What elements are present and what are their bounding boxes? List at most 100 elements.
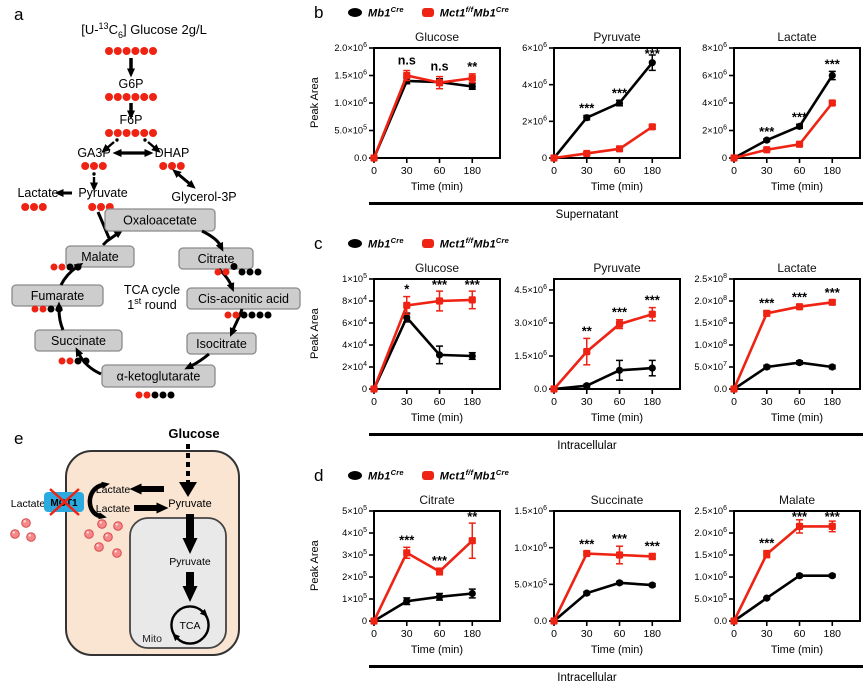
series-line-red — [732, 301, 833, 390]
x-tick-label: 0 — [731, 628, 737, 640]
y-tick-label: 0 — [542, 153, 547, 163]
carbon-dot — [167, 391, 175, 399]
significance-annotation: *** — [759, 124, 775, 139]
metabolite-label: Oxaloacetate — [123, 213, 197, 227]
plot-area — [373, 278, 501, 390]
y-tick-label: 2.0×106 — [694, 527, 727, 538]
plot-area — [733, 47, 861, 159]
x-tick-label: 30 — [401, 396, 413, 408]
carbon-dot — [232, 311, 240, 319]
carbon-dot — [264, 311, 272, 319]
metabolite-label: Fumarate — [31, 289, 85, 303]
lactate-molecule — [26, 532, 36, 542]
chart-pyruvate: Pyruvate 0.0 1.5×106 3.0×106 4.5×106 0 30 60 180… — [514, 261, 681, 424]
significance-annotation: *** — [645, 46, 661, 61]
data-marker-square — [435, 297, 444, 305]
x-tick-label: 30 — [581, 396, 593, 408]
lactate-molecule-highlight — [86, 531, 89, 534]
x-tick-label: 60 — [434, 396, 446, 408]
y-tick-label: 2×105 — [342, 571, 367, 582]
x-axis-label: Time (min) — [411, 181, 463, 193]
data-marker-circle — [763, 363, 771, 371]
data-marker-square — [648, 310, 656, 318]
significance-annotation: *** — [645, 539, 661, 554]
metabolite-label: DHAP — [155, 146, 190, 160]
carbon-dot — [151, 391, 159, 399]
legend-entry: Mct1f/fMb1Cre — [421, 236, 509, 250]
series-line-red — [732, 525, 833, 622]
carbon-dot — [140, 47, 149, 55]
data-marker-circle — [468, 352, 476, 360]
legend-label: Mb1Cre — [368, 235, 404, 251]
carbon-dot — [214, 268, 222, 276]
significance-annotation: *** — [612, 305, 628, 320]
metabolite-label: Pyruvate — [78, 186, 127, 200]
lactate-molecule — [113, 521, 123, 531]
legend-entry: Mct1f/fMb1Cre — [421, 5, 509, 19]
lactate-molecule — [97, 519, 107, 529]
carbon-dot — [248, 311, 256, 319]
x-tick-label: 0 — [731, 396, 737, 408]
carbon-dot — [168, 162, 176, 170]
legend: Mb1Cre Mct1f/fMb1Cre — [348, 5, 509, 19]
carbon-dot — [31, 305, 39, 313]
y-tick-label: 1.5×106 — [334, 70, 367, 81]
data-marker-square — [763, 146, 771, 154]
data-marker-square — [583, 348, 591, 356]
legend-marker-circle — [348, 470, 362, 480]
plot-area — [733, 510, 861, 622]
y-tick-label: 8×106 — [702, 42, 727, 53]
x-tick-label: 180 — [824, 628, 842, 640]
metabolite-label: Citrate — [198, 252, 235, 266]
arrowhead — [179, 482, 197, 497]
x-tick-label: 60 — [794, 396, 806, 408]
data-marker-circle — [763, 136, 771, 144]
x-tick-label: 0 — [551, 396, 557, 408]
panel-label-b: b — [314, 2, 324, 22]
y-axis-label: Peak Area — [309, 77, 321, 129]
panel-e-cell-diagram: e GlucosePyruvateLactateLactateLactateMC… — [6, 420, 266, 698]
pyruvate-mito-label: Pyruvate — [169, 556, 211, 568]
pathway-arrow — [96, 211, 111, 239]
carbon-dot — [159, 391, 167, 399]
metabolite-label: Isocitrate — [196, 337, 247, 351]
y-tick-label: 4×106 — [702, 97, 727, 108]
group-underline — [369, 433, 863, 436]
data-marker-circle — [615, 366, 624, 374]
chart-row: Peak Area Glucose 0 2×104 4×104 6×104 8×104 1×1… — [309, 259, 865, 429]
significance-annotation: *** — [825, 509, 841, 524]
legend-label: Mb1Cre — [368, 467, 404, 483]
y-tick-label: 4×106 — [522, 79, 547, 90]
carbon-dot — [98, 162, 107, 170]
carbon-dot — [149, 93, 157, 101]
panel-label-a: a — [14, 5, 24, 24]
x-tick-label: 60 — [794, 628, 806, 640]
tca-cycle-arrow — [172, 632, 204, 645]
pathway-arrow — [106, 229, 124, 243]
data-marker-square — [583, 149, 591, 158]
y-tick-label: 5.0×105 — [514, 579, 547, 590]
significance-annotation: ** — [467, 509, 478, 524]
x-axis-label: Time (min) — [771, 412, 823, 424]
chart-title: Lactate — [777, 261, 817, 275]
data-marker-square — [468, 296, 476, 304]
data-marker-circle — [468, 82, 476, 91]
y-tick-label: 1.5×106 — [514, 505, 547, 516]
x-tick-label: 180 — [464, 165, 482, 177]
carbon-dot — [256, 311, 264, 319]
mito-label: Mito — [142, 633, 162, 645]
x-tick-label: 30 — [401, 165, 413, 177]
chart-citrate: Citrate 0 1×105 2×105 3×105 4×105 5×105 0 30 60 18… — [342, 493, 501, 656]
y-tick-label: 0.0 — [354, 153, 367, 163]
legend-marker-circle — [348, 238, 362, 248]
data-marker-circle — [828, 572, 836, 580]
legend-label: Mct1f/fMb1Cre — [439, 467, 509, 483]
significance-annotation: *** — [399, 532, 415, 547]
chart-title: Pyruvate — [593, 261, 641, 275]
x-axis-label: Time (min) — [411, 412, 463, 424]
y-tick-label: 2.0×108 — [694, 295, 727, 306]
carbon-dot — [140, 129, 149, 137]
group-label: Intracellular — [309, 433, 865, 452]
